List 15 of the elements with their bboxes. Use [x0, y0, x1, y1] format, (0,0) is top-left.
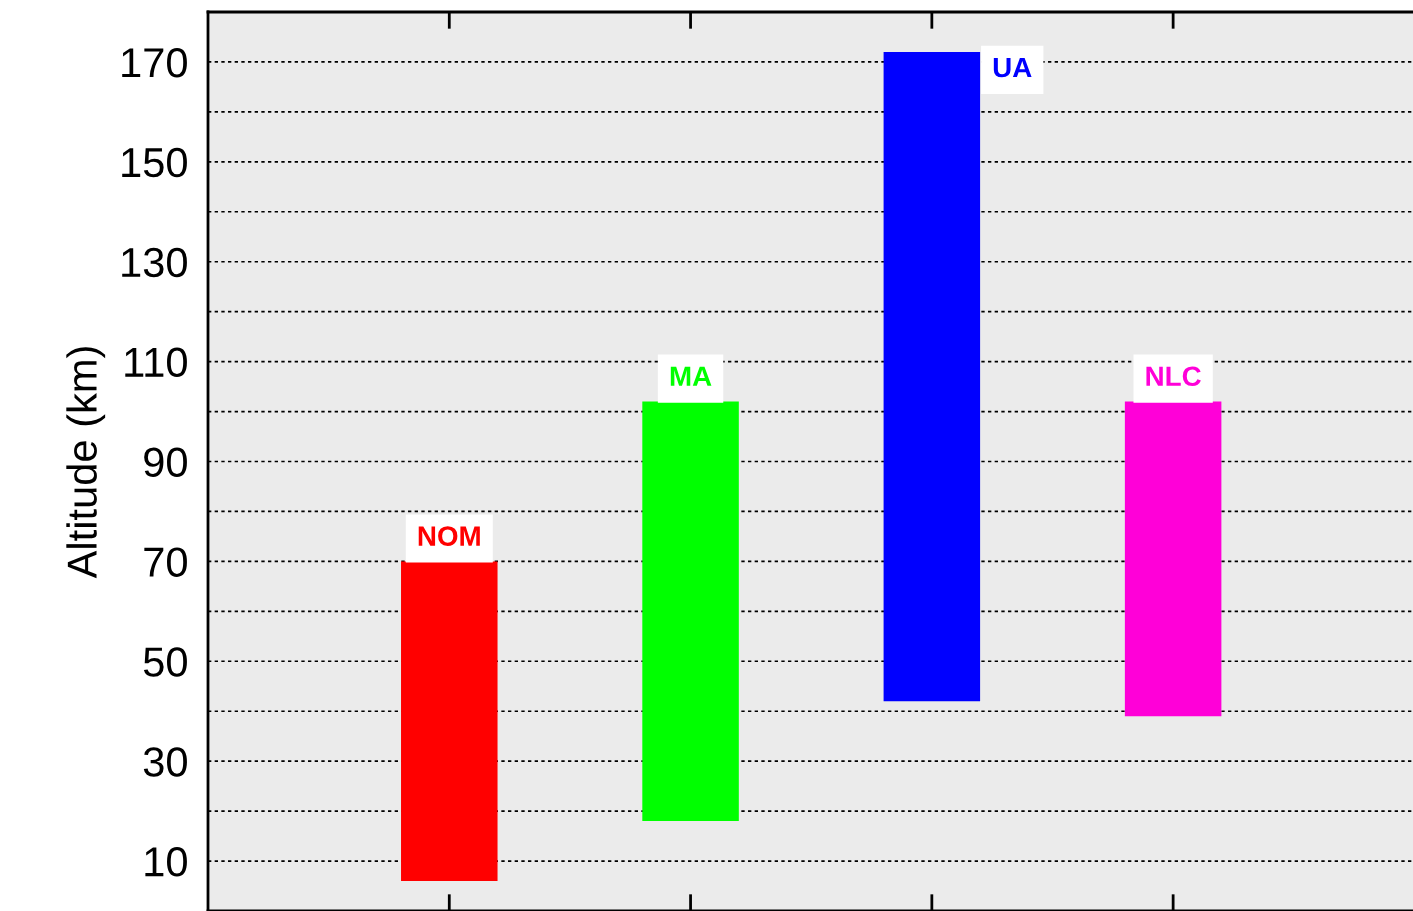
- y-tick-label: 110: [125, 347, 187, 378]
- x-tick-label: NOM: [418, 526, 480, 546]
- x-tick-label: NLC: [1146, 366, 1201, 387]
- y-tick-label: 150: [122, 147, 187, 178]
- y-axis-title: Altitude (km): [66, 347, 106, 579]
- y-tick-label: 90: [144, 447, 187, 478]
- y-tick-label: 10: [145, 847, 187, 877]
- y-tick-label: 50: [143, 647, 187, 677]
- x-tick-label: MA: [670, 366, 712, 386]
- y-tick-label: 170: [122, 47, 187, 78]
- bar: [883, 51, 981, 702]
- y-tick-label: 130: [122, 247, 187, 278]
- x-tick-label: UA: [993, 57, 1032, 78]
- y-tick-label: 30: [143, 747, 187, 777]
- y-tick-label: 70: [144, 547, 187, 577]
